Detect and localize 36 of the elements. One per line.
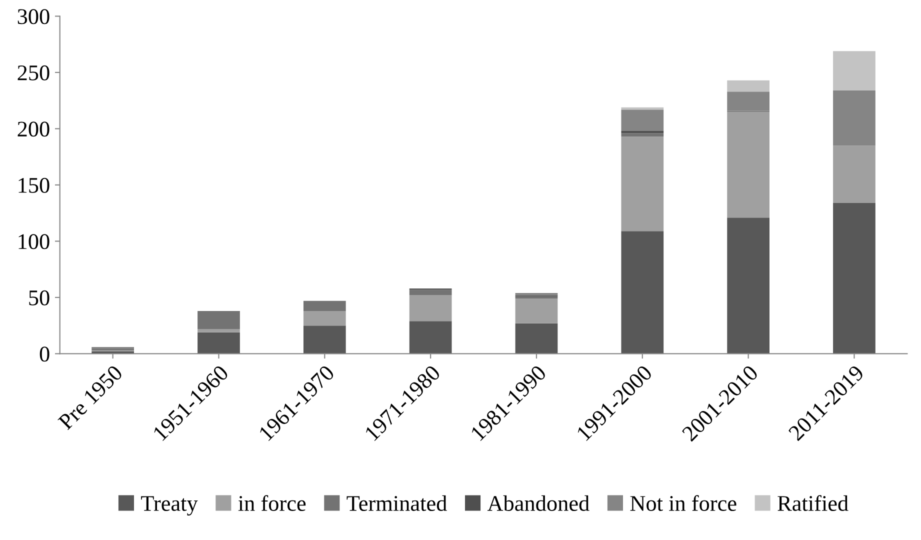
bar [727,112,770,218]
y-tick-label: 100 [18,234,50,250]
bar [621,133,664,137]
bar [727,92,770,111]
bar [621,110,664,131]
legend-label: Not in force [630,495,736,511]
legend-label: Abandoned [487,495,590,511]
bar [833,51,876,90]
bar [303,300,346,311]
y-tick-label: 250 [18,65,50,80]
bar [303,326,346,354]
y-tick-label: 300 [18,9,50,24]
bar [515,323,558,354]
bar [833,146,876,203]
bar [621,136,664,232]
legend-label: Ratified [778,495,848,511]
bar [409,295,452,322]
bar [515,298,558,324]
bar [198,328,240,332]
legend-label: Treaty [141,496,198,516]
bar [833,202,876,354]
bar [198,332,240,354]
bar [621,231,664,354]
bar [833,90,876,146]
bar [198,310,240,329]
y-tick-label: 200 [18,122,50,137]
bar [727,218,770,354]
bar [727,80,770,92]
bar [303,310,346,326]
bar [409,321,452,354]
y-tick-label: 50 [29,290,50,306]
legend-label: in force [238,495,306,511]
bar [409,290,452,296]
legend-label: Terminated [346,495,447,511]
y-tick-label: 150 [18,178,50,193]
y-tick-label: 0 [40,346,50,362]
